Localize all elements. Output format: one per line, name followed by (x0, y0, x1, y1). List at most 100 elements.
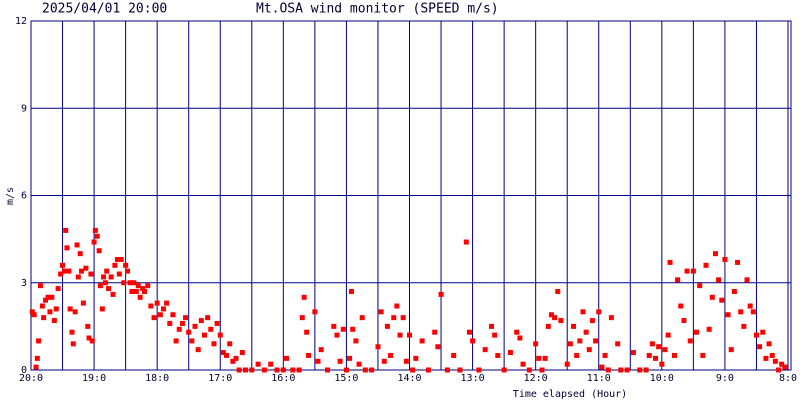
point (121, 280, 127, 286)
point (703, 262, 709, 268)
x-tick-label: 10:0 (650, 373, 674, 384)
point (466, 329, 472, 335)
point (403, 358, 409, 364)
point (596, 309, 602, 315)
point (760, 329, 766, 335)
point (268, 361, 274, 367)
point (91, 239, 97, 245)
point (589, 318, 595, 324)
point (419, 338, 425, 344)
point (53, 306, 59, 312)
point (92, 227, 98, 233)
point (463, 239, 469, 245)
point (148, 303, 154, 309)
point (324, 367, 330, 373)
point (615, 341, 621, 347)
timestamp: 2025/04/01 20:00 (42, 2, 167, 17)
y-tick-label: 6 (21, 191, 27, 202)
point (157, 312, 163, 318)
point (58, 271, 64, 277)
point (337, 358, 343, 364)
point (684, 268, 690, 274)
point (492, 332, 498, 338)
point (697, 283, 703, 289)
point (728, 347, 734, 353)
point (306, 352, 312, 358)
point (183, 315, 189, 321)
point (69, 329, 75, 335)
point (280, 367, 286, 373)
point (112, 262, 118, 268)
point (220, 350, 226, 356)
point (118, 256, 124, 262)
point (599, 364, 605, 370)
point (51, 318, 57, 324)
point (64, 245, 70, 251)
x-axis-label: Time elapsed (Hour) (513, 389, 627, 400)
point (331, 323, 337, 329)
x-tick-label: 16:0 (271, 373, 295, 384)
point (78, 268, 84, 274)
chart-title: Mt.OSA wind monitor (SPEED m/s) (256, 2, 499, 17)
point (205, 315, 211, 321)
point (517, 335, 523, 341)
point (80, 300, 86, 306)
point (706, 326, 712, 332)
point (413, 355, 419, 361)
point (545, 323, 551, 329)
point (577, 338, 583, 344)
point (747, 303, 753, 309)
point (558, 318, 564, 324)
point (353, 338, 359, 344)
x-tick-label: 9:0 (716, 373, 734, 384)
point (34, 355, 40, 361)
point (624, 367, 630, 373)
point (712, 251, 718, 257)
point (106, 286, 112, 292)
point (179, 320, 185, 326)
point (70, 341, 76, 347)
point (362, 367, 368, 373)
point (567, 341, 573, 347)
point (160, 306, 166, 312)
point (400, 315, 406, 321)
point (83, 265, 89, 271)
point (757, 344, 763, 350)
point (593, 338, 599, 344)
point (72, 309, 78, 315)
point (145, 283, 151, 289)
point (681, 318, 687, 324)
point (315, 358, 321, 364)
point (125, 268, 131, 274)
point (630, 350, 636, 356)
point (678, 303, 684, 309)
point (43, 297, 49, 303)
point (67, 306, 73, 312)
point (135, 283, 141, 289)
point (36, 338, 42, 344)
point (142, 288, 148, 294)
point (735, 259, 741, 265)
point (236, 367, 242, 373)
point (750, 309, 756, 315)
point (77, 251, 83, 257)
point (88, 271, 94, 277)
point (667, 259, 673, 265)
point (55, 286, 61, 292)
point (772, 358, 778, 364)
point (127, 280, 133, 286)
point (33, 364, 39, 370)
point (340, 326, 346, 332)
point (227, 341, 233, 347)
point (722, 256, 728, 262)
point (438, 291, 444, 297)
point (444, 367, 450, 373)
point (296, 367, 302, 373)
point (129, 288, 135, 294)
point (283, 355, 289, 361)
point (167, 320, 173, 326)
point (649, 341, 655, 347)
point (304, 329, 310, 335)
